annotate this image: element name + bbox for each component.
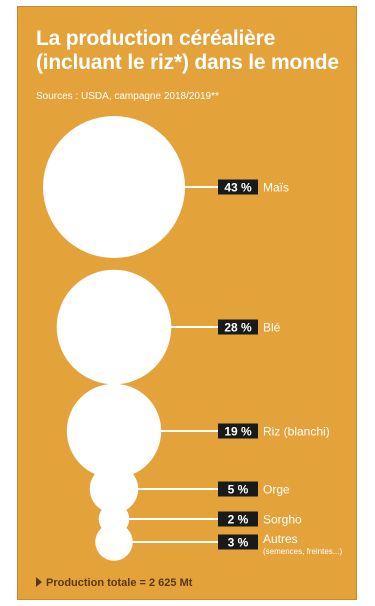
value-label: 43 % [224, 181, 252, 195]
category-label: Blé [263, 321, 281, 335]
production-total-text: Production totale = 2 625 Mt [46, 577, 193, 589]
value-label-box [218, 534, 258, 550]
chart-title: La production céréalière (incluant le ri… [36, 27, 356, 75]
value-label-box [218, 511, 258, 527]
value-label-box [218, 319, 258, 335]
sources-note: Sources : USDA, campagne 2018/2019** [36, 91, 219, 102]
production-total: Production totale = 2 625 Mt [36, 577, 192, 589]
value-label-box [218, 481, 258, 497]
title-line-1: La production céréalière [36, 27, 276, 50]
bubble [56, 269, 172, 385]
value-label: 28 % [224, 321, 252, 335]
category-label: Orge [263, 483, 290, 497]
value-label-box [218, 179, 258, 195]
category-label: Riz (blanchi) [263, 425, 330, 439]
bubble [89, 464, 139, 514]
category-label: Maïs [263, 181, 289, 195]
value-label-box [218, 423, 258, 439]
value-label: 2 % [228, 513, 249, 527]
bubble-chart: 43 % Maïs 28 % Blé 19 % Riz (blanchi) 5 % Orge 2… [43, 116, 342, 561]
triangle-icon [36, 577, 42, 587]
value-label: 3 % [228, 536, 249, 550]
category-note: (semences, freintes...) [263, 547, 342, 556]
value-label: 5 % [228, 483, 249, 497]
bubble [66, 383, 162, 479]
category-label: Autres [263, 532, 298, 546]
title-line-2: (incluant le riz*) dans le monde [36, 51, 339, 74]
value-label: 19 % [224, 425, 252, 439]
bubble [43, 116, 185, 258]
infographic-card: La production céréalière (incluant le ri… [17, 6, 357, 600]
category-label: Sorgho [263, 513, 302, 527]
bubble [95, 523, 133, 561]
